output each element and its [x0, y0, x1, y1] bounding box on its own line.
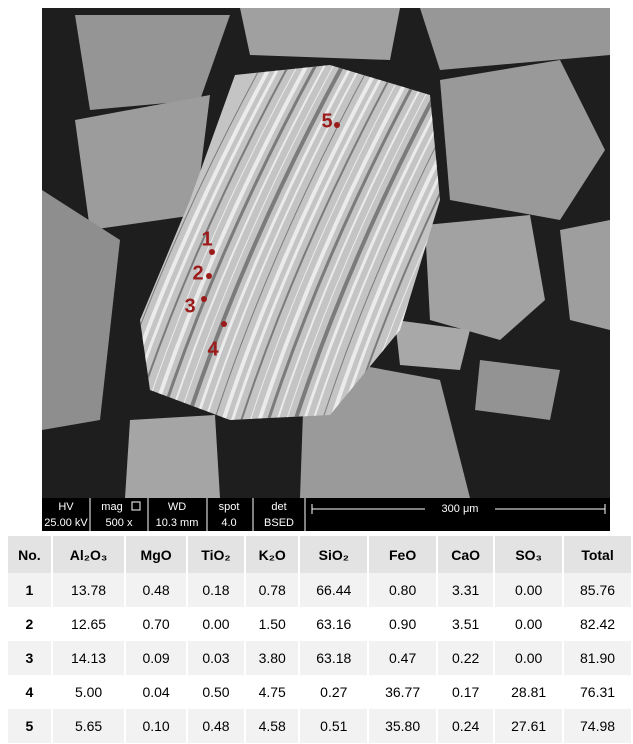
- table-cell: 76.31: [563, 675, 632, 709]
- table-cell: 85.76: [563, 573, 632, 607]
- info-label: mag: [101, 501, 122, 513]
- table-cell: 0.51: [299, 709, 368, 743]
- point-marker: [206, 273, 212, 279]
- header-cell: No.: [8, 536, 52, 573]
- row-number: 5: [8, 709, 52, 743]
- point-marker: [221, 321, 227, 327]
- header-cell: MgO: [125, 536, 187, 573]
- info-value: 4.0: [221, 517, 236, 529]
- table-cell: 74.98: [563, 709, 632, 743]
- table-cell: 0.18: [187, 573, 245, 607]
- table-cell: 0.22: [437, 641, 494, 675]
- point-label: 5: [321, 110, 332, 132]
- table-cell: 63.16: [299, 607, 368, 641]
- table-cell: 63.18: [299, 641, 368, 675]
- table-cell: 28.81: [494, 675, 563, 709]
- row-number: 4: [8, 675, 52, 709]
- table-cell: 0.70: [125, 607, 187, 641]
- info-label: HV: [58, 501, 74, 513]
- table-cell: 0.80: [368, 573, 437, 607]
- table-cell: 0.00: [494, 641, 563, 675]
- table-cell: 0.90: [368, 607, 437, 641]
- table-cell: 0.48: [125, 573, 187, 607]
- table-row: 212.650.700.001.5063.160.903.510.0082.42: [8, 607, 632, 641]
- row-number: 3: [8, 641, 52, 675]
- header-cell: K₂O: [245, 536, 299, 573]
- info-label: det: [271, 501, 286, 513]
- row-number: 2: [8, 607, 52, 641]
- header-cell: SiO₂: [299, 536, 368, 573]
- point-marker: [334, 122, 340, 128]
- header-cell: CaO: [437, 536, 494, 573]
- header-cell: TiO₂: [187, 536, 245, 573]
- table-cell: 27.61: [494, 709, 563, 743]
- row-number: 1: [8, 573, 52, 607]
- table-cell: 4.58: [245, 709, 299, 743]
- info-value: 25.00 kV: [44, 517, 88, 529]
- table-cell: 0.00: [187, 607, 245, 641]
- table-cell: 1.50: [245, 607, 299, 641]
- table-cell: 0.09: [125, 641, 187, 675]
- table-cell: 3.51: [437, 607, 494, 641]
- table-cell: 3.80: [245, 641, 299, 675]
- info-value: 10.3 mm: [156, 517, 199, 529]
- point-marker: [201, 296, 207, 302]
- header-cell: Total: [563, 536, 632, 573]
- table-cell: 0.50: [187, 675, 245, 709]
- table-cell: 0.00: [494, 607, 563, 641]
- table-cell: 0.17: [437, 675, 494, 709]
- info-value: 500 x: [106, 517, 133, 529]
- table-cell: 4.75: [245, 675, 299, 709]
- table-cell: 0.24: [437, 709, 494, 743]
- table-cell: 0.04: [125, 675, 187, 709]
- header-cell: SO₃: [494, 536, 563, 573]
- page: 12345 300 μm HV25.00 kVmag500 xWD10.3 mm…: [0, 0, 633, 744]
- table-cell: 0.00: [494, 573, 563, 607]
- table-cell: 82.42: [563, 607, 632, 641]
- table-cell: 35.80: [368, 709, 437, 743]
- table-cell: 12.65: [52, 607, 126, 641]
- table-cell: 14.13: [52, 641, 126, 675]
- sem-figure: 1 2 34 5 300 μm HV 25.00 kV mag 500 x WD 10.3 mm…: [0, 0, 633, 534]
- table-cell: 3.31: [437, 573, 494, 607]
- table-cell: 0.10: [125, 709, 187, 743]
- table-cell: 0.48: [187, 709, 245, 743]
- table-cell: 0.47: [368, 641, 437, 675]
- table-cell: 13.78: [52, 573, 126, 607]
- point-label: 3: [184, 295, 195, 317]
- info-value: BSED: [264, 517, 294, 529]
- header-cell: Al₂O₃: [52, 536, 126, 573]
- table-cell: 0.27: [299, 675, 368, 709]
- table-cell: 66.44: [299, 573, 368, 607]
- table-cell: 5.65: [52, 709, 126, 743]
- point-label: 2: [192, 262, 203, 284]
- scale-bar-label: 300 μm: [442, 503, 479, 515]
- table-cell: 0.03: [187, 641, 245, 675]
- table-cell: 0.78: [245, 573, 299, 607]
- point-label: 4: [207, 338, 219, 360]
- info-label: WD: [168, 501, 186, 513]
- info-label: spot: [219, 501, 240, 513]
- table-cell: 5.00: [52, 675, 126, 709]
- table-cell: 81.90: [563, 641, 632, 675]
- table-cell: 36.77: [368, 675, 437, 709]
- point-label: 1: [201, 228, 212, 250]
- header-cell: FeO: [368, 536, 437, 573]
